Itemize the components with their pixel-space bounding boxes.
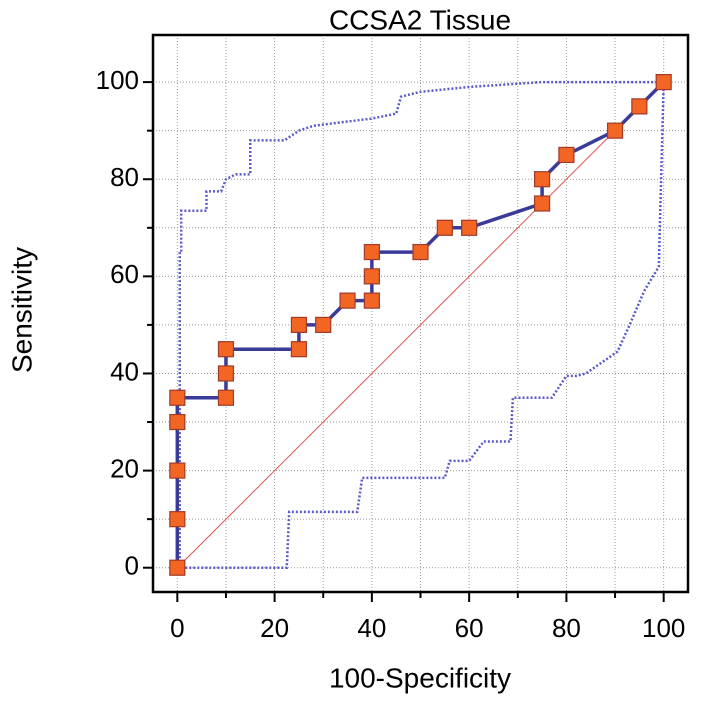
marker — [363, 292, 380, 309]
y-tick-label: 20 — [110, 453, 139, 483]
marker — [169, 389, 186, 406]
plot-frame — [151, 33, 690, 594]
line-dotted — [177, 80, 664, 569]
marker — [533, 195, 551, 212]
x-tick-label: 0 — [170, 613, 184, 643]
marker — [631, 98, 648, 115]
y-tick-label: 100 — [96, 65, 139, 95]
marker — [169, 462, 186, 479]
marker — [169, 413, 186, 431]
y-tick-label: 60 — [110, 259, 139, 289]
marker — [558, 146, 575, 164]
marker — [217, 341, 235, 358]
marker — [412, 243, 429, 261]
marker — [315, 316, 332, 334]
x-tick-label: 60 — [455, 613, 484, 643]
y-tick-label: 80 — [110, 162, 139, 192]
marker — [290, 316, 308, 334]
x-tick-label: 100 — [642, 613, 685, 643]
marker — [363, 243, 380, 261]
y-tick-label: 40 — [110, 356, 139, 386]
line-diagonal — [176, 81, 665, 569]
marker — [217, 389, 235, 406]
marker — [655, 74, 672, 91]
marker — [533, 171, 551, 188]
marker — [606, 122, 624, 139]
marker — [169, 511, 186, 528]
marker — [339, 292, 356, 309]
marker — [169, 559, 186, 576]
marker — [290, 341, 308, 358]
chart-title: CCSA2 Tissue — [329, 4, 511, 35]
line-dotted — [177, 82, 665, 569]
x-tick-label: 20 — [260, 613, 289, 643]
marker — [436, 219, 453, 236]
x-axis-label: 100-Specificity — [329, 662, 511, 693]
marker — [363, 268, 380, 285]
x-tick-label: 40 — [357, 613, 386, 643]
y-axis-label: Sensitivity — [6, 247, 37, 373]
y-tick-label: 0 — [125, 551, 139, 581]
x-tick-label: 80 — [552, 613, 581, 643]
marker — [461, 219, 478, 236]
marker — [217, 365, 235, 382]
